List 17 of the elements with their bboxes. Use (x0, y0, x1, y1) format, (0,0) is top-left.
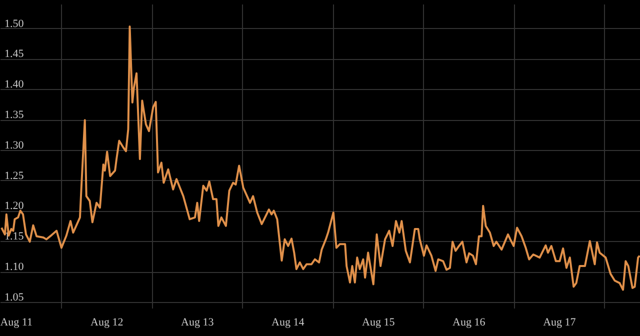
x-tick-label: Aug 15 (362, 316, 396, 328)
x-tick-label: Aug 17 (543, 316, 576, 328)
y-tick-label: 1.35 (4, 109, 24, 122)
y-tick-label: 1.45 (4, 48, 24, 60)
y-tick-label: 1.10 (4, 261, 24, 274)
x-tick-label: Aug 12 (90, 316, 124, 328)
y-tick-label: 1.20 (4, 200, 24, 212)
x-tick-label: Aug 14 (272, 316, 305, 328)
x-tick-label: Aug 11 (0, 316, 32, 328)
y-tick-label: 1.25 (4, 170, 24, 182)
y-tick-label: 1.05 (4, 291, 24, 304)
y-tick-label: 1.15 (4, 230, 24, 243)
x-tick-label: Aug 13 (181, 316, 214, 328)
y-tick-label: 1.30 (4, 139, 24, 152)
y-tick-label: 1.50 (4, 18, 24, 30)
x-tick-label: Aug 16 (452, 316, 486, 328)
y-tick-label: 1.40 (4, 78, 24, 91)
